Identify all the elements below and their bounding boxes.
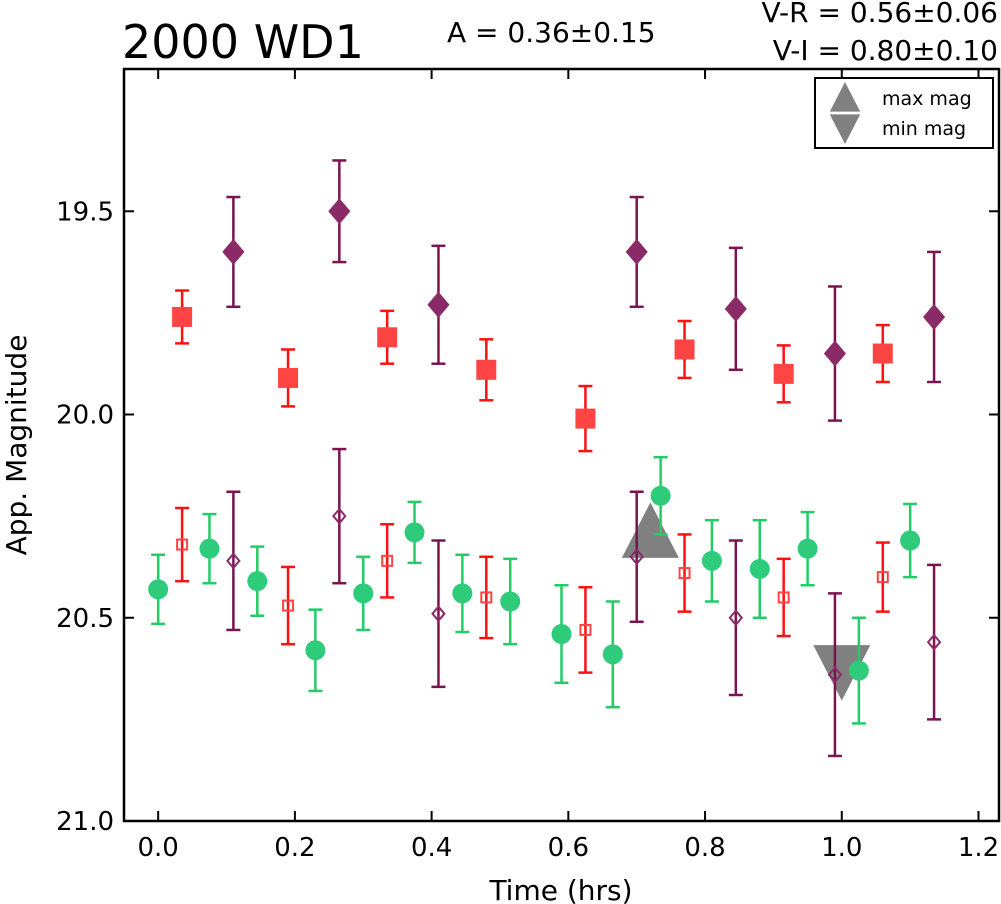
data-point	[332, 507, 347, 525]
data-point	[848, 660, 869, 681]
data-point	[625, 238, 648, 265]
data-point	[575, 408, 596, 429]
data-point	[431, 605, 446, 623]
series-1	[222, 159, 946, 422]
data-point	[827, 666, 843, 684]
legend-entry: max mag	[829, 82, 972, 112]
data-point	[678, 567, 691, 580]
error-bar	[875, 541, 890, 613]
data-point	[724, 295, 747, 322]
chart-title: 2000 WD1	[122, 15, 364, 69]
data-point	[247, 571, 268, 592]
plot-area	[148, 159, 946, 758]
plot-frame	[122, 67, 1001, 823]
data-point	[381, 554, 394, 567]
min-mag-marker	[813, 645, 871, 701]
axes: 0.0 0.2 0.4 0.6 0.8 1.0 1.2 19.5 20.0 20.5 21.0	[56, 69, 999, 863]
data-point	[452, 583, 473, 604]
data-point	[328, 198, 351, 225]
x-tick-label: 0.8	[684, 833, 725, 863]
data-point	[823, 340, 846, 367]
data-point	[480, 591, 493, 604]
data-point	[926, 633, 942, 651]
series-2	[175, 506, 890, 674]
error-bar	[380, 523, 395, 599]
error-bar	[927, 563, 942, 721]
y-tick-label: 20.0	[56, 401, 114, 431]
x-tick-label: 0.0	[138, 833, 179, 863]
error-bar	[226, 490, 241, 632]
error-bar	[827, 592, 842, 758]
data-point	[148, 579, 169, 600]
data-point	[749, 558, 770, 579]
data-point	[773, 363, 794, 384]
x-tick-label: 0.6	[548, 833, 589, 863]
x-tick-label: 1.2	[958, 833, 999, 863]
data-point	[199, 538, 220, 559]
error-bar	[479, 555, 494, 640]
triangle-down-legend-icon	[829, 114, 861, 144]
x-tick-label: 1.0	[821, 833, 862, 863]
data-point	[629, 548, 644, 566]
data-point	[876, 571, 889, 584]
data-point	[176, 538, 189, 551]
v-i-annotation: V-I = 0.80±0.10	[773, 34, 998, 67]
data-point	[476, 359, 497, 380]
data-point	[551, 624, 572, 645]
data-point	[701, 550, 722, 571]
error-bar	[431, 539, 446, 689]
data-point	[282, 599, 295, 612]
x-axis-label: Time (hrs)	[488, 874, 632, 904]
error-bar	[776, 557, 791, 638]
error-bar	[728, 539, 743, 697]
data-point	[427, 291, 450, 318]
data-point	[579, 623, 592, 636]
data-point	[923, 303, 946, 330]
x-tick-label: 0.4	[411, 833, 452, 863]
triangle-up-legend-icon	[829, 82, 861, 112]
series-3	[226, 447, 942, 758]
error-bar	[578, 586, 593, 674]
series-0	[172, 289, 893, 453]
data-point	[728, 609, 744, 627]
max-mag-marker	[621, 502, 679, 558]
y-tick-label: 21.0	[56, 807, 114, 837]
data-point	[226, 552, 241, 570]
data-point	[278, 367, 299, 388]
data-point	[650, 485, 671, 506]
y-axis-label: App. Magnitude	[0, 335, 33, 556]
legend-entry: min mag	[829, 114, 966, 144]
legend-label: max mag	[882, 88, 972, 110]
data-point	[602, 644, 623, 665]
v-r-annotation: V-R = 0.56±0.06	[762, 0, 998, 29]
y-tick-label: 19.5	[56, 197, 114, 227]
series-4	[148, 455, 921, 725]
error-bar	[677, 533, 692, 613]
data-point	[404, 522, 425, 543]
data-point	[172, 306, 193, 327]
error-bar	[629, 490, 644, 624]
data-point	[797, 538, 818, 559]
error-bar	[175, 506, 190, 583]
legend-label: min mag	[882, 118, 966, 140]
error-bar	[332, 447, 347, 585]
data-point	[305, 640, 326, 661]
data-point	[900, 530, 921, 551]
data-point	[222, 238, 245, 265]
legend: max mag min mag	[814, 77, 994, 149]
error-bar	[281, 565, 296, 646]
data-point	[777, 591, 790, 604]
data-point	[872, 343, 893, 364]
data-point	[377, 327, 398, 348]
amplitude-annotation: A = 0.36±0.15	[447, 16, 656, 49]
y-tick-label: 20.5	[56, 604, 114, 634]
x-tick-label: 0.2	[274, 833, 315, 863]
data-point	[674, 339, 695, 360]
data-point	[500, 591, 521, 612]
data-point	[353, 583, 374, 604]
